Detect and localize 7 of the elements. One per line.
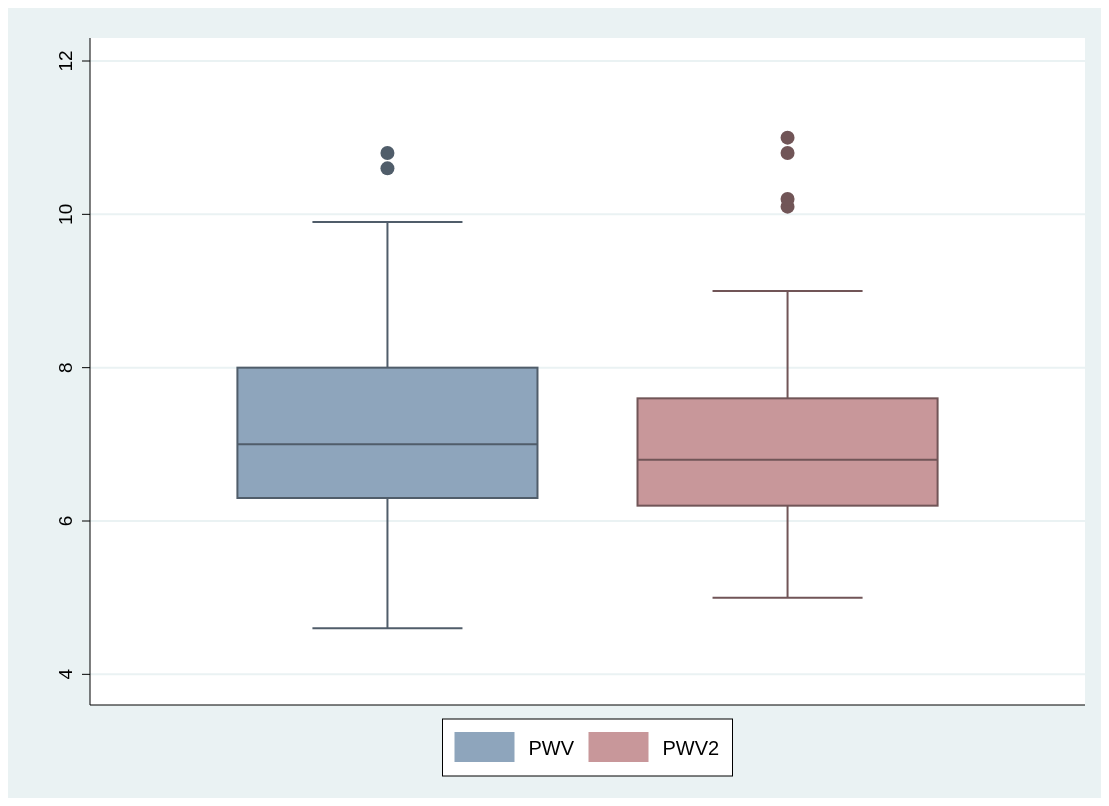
y-tick-label: 6: [55, 515, 76, 527]
y-tick-label: 4: [55, 668, 76, 680]
y-tick-label: 8: [55, 362, 76, 373]
y-tick-label: 10: [55, 203, 76, 225]
legend-label: PWV: [528, 737, 575, 759]
legend-label: PWV2: [662, 737, 720, 759]
y-tick-label: 12: [55, 50, 76, 72]
